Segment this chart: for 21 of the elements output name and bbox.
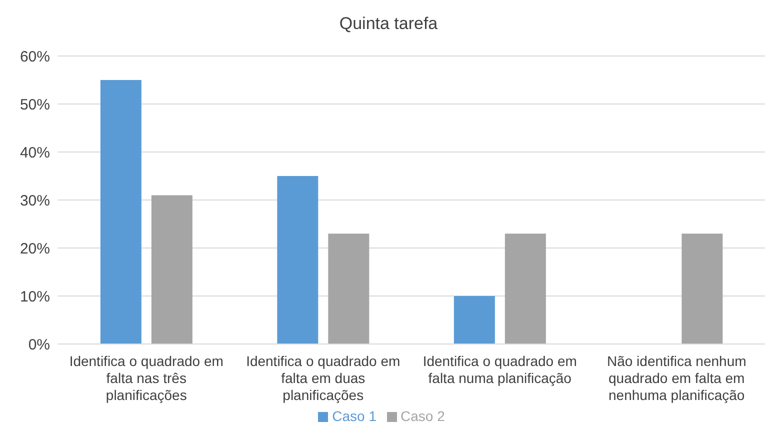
y-tick-label: 40% <box>20 144 50 162</box>
y-tick-label: 30% <box>20 192 50 210</box>
x-tick-label: Não identifica nenhum quadrado em falta em nenhuma planificação <box>606 353 746 403</box>
bar <box>151 195 192 344</box>
bar <box>504 234 546 344</box>
bar <box>277 176 318 344</box>
y-tick-label: 20% <box>20 240 50 258</box>
x-tick-label: Identifica o quadrado em falta numa planificação <box>422 353 577 386</box>
x-tick-label: Identifica o quadrado em falta nas três planificações <box>69 353 224 403</box>
x-tick-label: Identifica o quadrado em falta em duas planificações <box>246 353 400 403</box>
legend-label: Caso 2 <box>400 408 445 424</box>
bar <box>454 296 495 344</box>
bar <box>100 80 142 344</box>
y-tick-label: 60% <box>20 48 50 66</box>
y-tick-label: 0% <box>28 336 50 354</box>
bar <box>682 234 723 344</box>
legend-label: Caso 1 <box>332 408 376 424</box>
y-tick-label: 10% <box>20 288 50 306</box>
chart-title: Quinta tarefa <box>338 13 439 35</box>
bar <box>328 234 370 344</box>
y-tick-label: 50% <box>20 96 50 114</box>
